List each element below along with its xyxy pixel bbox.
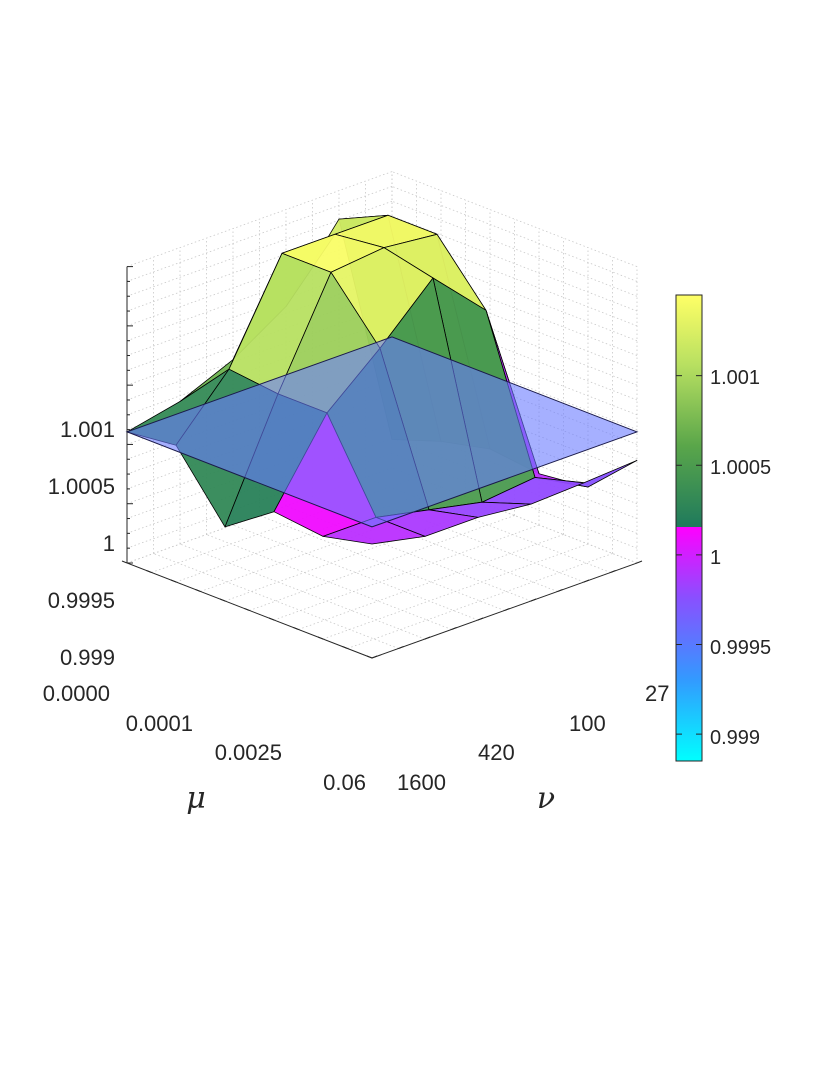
x-tick-label: 0.06 [323,770,366,795]
z-tick-label: 1.0005 [48,474,115,499]
reference-plane [125,336,639,528]
grid-line [249,515,515,611]
grid-line [126,215,393,312]
x-tick-label: 0.0000 [43,681,110,706]
x-tick [268,617,275,621]
x-tick [366,655,373,659]
z-tick-label: 0.999 [60,645,115,670]
z-tick-labels: 0.999 0.9995 1 1.0005 1.001 [48,417,115,670]
grid-line [224,505,491,602]
z-tick-label: 1.001 [60,417,115,442]
grid-line [151,477,417,573]
x-tick [317,636,324,640]
y-tick-label: 1600 [397,770,446,795]
y-tick [477,617,484,621]
grid-line [347,553,613,649]
y-tick [636,560,643,564]
y-tick-labels: 27 100 420 1600 [397,681,669,795]
grid-line [175,486,442,583]
grid-line [126,171,393,267]
y-axis-title: ν [537,781,555,816]
y-tick [398,646,404,649]
y-tick-label: 420 [478,740,515,765]
x-tick [170,579,177,583]
x-tick [195,589,201,592]
axis-layer [121,266,643,659]
y-tick [451,627,457,630]
z-tick-label: 1 [103,531,115,556]
colorbar-tick-label: 1.001 [710,367,760,389]
y-tick [371,655,378,659]
x-tick [219,598,226,602]
colorbar-high-segment [676,295,702,527]
y-tick-label: 27 [645,681,669,706]
grid-line [126,186,393,282]
y-tick [557,589,563,592]
x-axis-title: μ [186,781,206,816]
y-tick [583,579,590,583]
grid-line [298,534,564,630]
colorbar-tick-label: 0.999 [710,727,760,749]
x-tick [244,608,250,611]
colorbar: 0.999 0.9995 1 1.0005 1.001 [675,294,771,762]
x-tick [342,646,348,649]
colorbar-frame [675,294,703,762]
grid-line [200,496,466,592]
y-tick-label: 100 [569,711,606,736]
y-tick [530,598,537,602]
grid-line [126,200,393,297]
z-tick-label: 0.9995 [48,588,115,613]
x-tick-label: 0.0025 [215,740,282,765]
y-tick [424,636,431,640]
x-tick [121,560,128,564]
reference-plane-layer [125,336,639,528]
colorbar-tick-label: 1.0005 [710,457,771,479]
colorbar-ticks [676,375,702,735]
y-tick [504,608,510,611]
grid-line [126,245,393,342]
colorbar-tick-label: 0.9995 [710,637,771,659]
x-tick [293,627,299,630]
x-tick-labels: 0.0000 0.0001 0.0025 0.06 [43,681,366,795]
x-tick-label: 0.0001 [126,711,193,736]
x-tick [146,570,152,573]
grid-line [126,230,393,327]
y-tick [610,570,616,573]
colorbar-tick-label: 1 [710,547,721,569]
